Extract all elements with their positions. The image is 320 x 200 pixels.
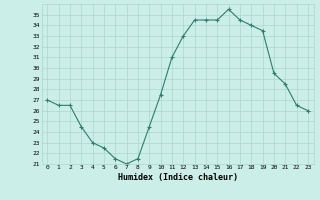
- X-axis label: Humidex (Indice chaleur): Humidex (Indice chaleur): [118, 173, 237, 182]
